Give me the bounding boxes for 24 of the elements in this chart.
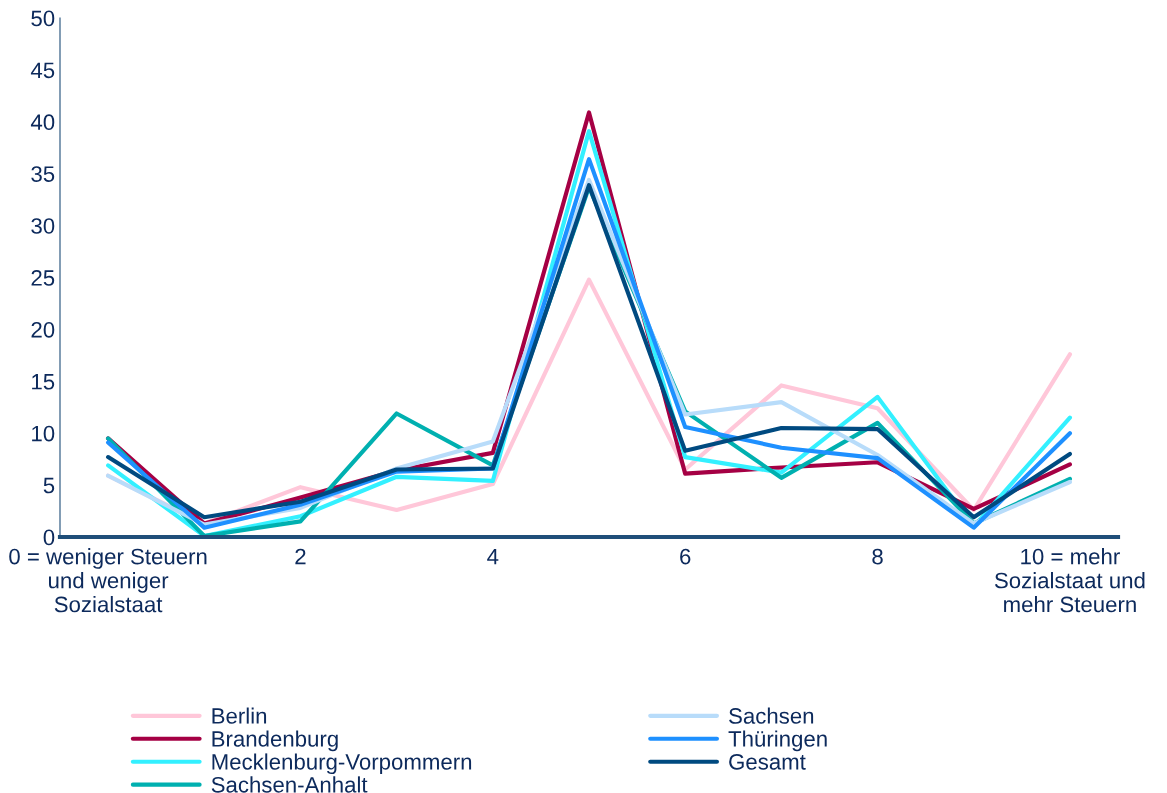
x-tick-label: 6 bbox=[680, 548, 691, 565]
legend-label: Sachsen bbox=[729, 707, 814, 724]
y-tick-label: 15 bbox=[32, 374, 55, 390]
y-tick-label: 45 bbox=[30, 62, 55, 79]
legend-label: Brandenburg bbox=[212, 730, 338, 752]
y-tick-label: 10 bbox=[32, 425, 55, 442]
legend-label: Mecklenburg-Vorpommern bbox=[212, 753, 472, 775]
legend-label: Berlin bbox=[212, 707, 267, 724]
y-tick-label: 20 bbox=[31, 321, 55, 338]
x-tick-label: 2 bbox=[295, 548, 306, 565]
y-tick-label: 0 bbox=[43, 529, 55, 546]
y-tick-label: 25 bbox=[31, 270, 55, 286]
legend-label: Thüringen bbox=[728, 730, 827, 752]
legend-label: Gesamt bbox=[729, 753, 806, 770]
x-tick-label: 10 = mehr Sozialstaat und mehr Steuern bbox=[994, 548, 1145, 613]
legend-label: Sachsen-Anhalt bbox=[211, 776, 368, 793]
y-tick-label: 40 bbox=[30, 114, 55, 131]
y-tick-label: 50 bbox=[31, 10, 55, 27]
x-tick-label: 4 bbox=[487, 548, 499, 565]
x-tick-label: 8 bbox=[872, 548, 883, 565]
y-tick-label: 5 bbox=[43, 477, 55, 494]
y-tick-label: 35 bbox=[31, 166, 55, 182]
y-tick-label: 30 bbox=[31, 218, 55, 234]
x-tick-label: 0 = weniger Steuern und weniger Sozialstaat bbox=[9, 548, 207, 613]
